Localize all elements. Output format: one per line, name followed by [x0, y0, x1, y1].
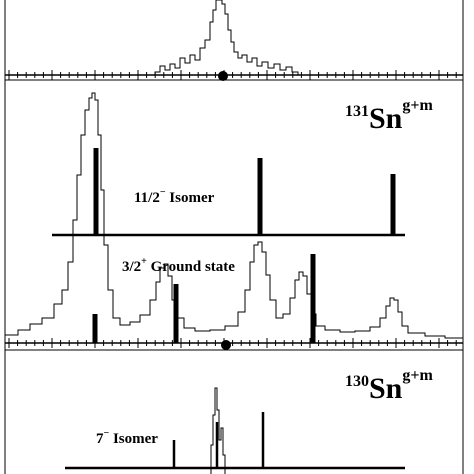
nucleus-label-130: 130Sng+m	[345, 367, 433, 405]
isomer-spin-130: 7	[96, 431, 104, 447]
top-panel	[5, 0, 463, 81]
top-axis-ticks	[8, 70, 457, 80]
middle-panel: 131Sng+m 11/2− Isomer 3/2+ Ground state	[4, 92, 464, 350]
mass-number-131: 131	[345, 103, 369, 120]
ground-parity-131: +	[141, 256, 147, 267]
ground-spin-131: 3/2	[122, 259, 141, 275]
bottom-histogram	[210, 387, 226, 474]
isomer-parity-131: −	[160, 187, 166, 198]
isomer-stick-lines-131	[93, 148, 396, 235]
element-symbol-131: Sn	[369, 102, 403, 135]
middle-histogram	[4, 92, 464, 343]
mass-number-130: 130	[345, 373, 369, 390]
frame	[4, 0, 464, 474]
isomer-parity-130: −	[104, 428, 110, 439]
state-label-130: g+m	[402, 367, 433, 384]
state-label-131: g+m	[402, 97, 433, 114]
isomer-text-131: Isomer	[166, 190, 215, 206]
top-axis-marker	[218, 71, 228, 81]
isomer-spin-131: 11/2	[134, 190, 160, 206]
element-symbol-130: Sn	[369, 372, 403, 405]
ground-label-131: 3/2+ Ground state	[122, 256, 235, 275]
isomer-stick-lines-130	[172, 412, 265, 468]
middle-axis-marker	[221, 340, 231, 350]
isomer-label-131: 11/2− Isomer	[134, 187, 215, 206]
bottom-panel: 130Sng+m 7− Isomer	[65, 367, 433, 474]
top-histogram	[154, 0, 299, 75]
middle-axis-ticks	[8, 338, 457, 348]
ground-text-131: Ground state	[147, 259, 235, 275]
isomer-text-130: Isomer	[109, 431, 158, 447]
isomer-label-130: 7− Isomer	[96, 428, 158, 447]
nucleus-label-131: 131Sng+m	[345, 97, 433, 135]
